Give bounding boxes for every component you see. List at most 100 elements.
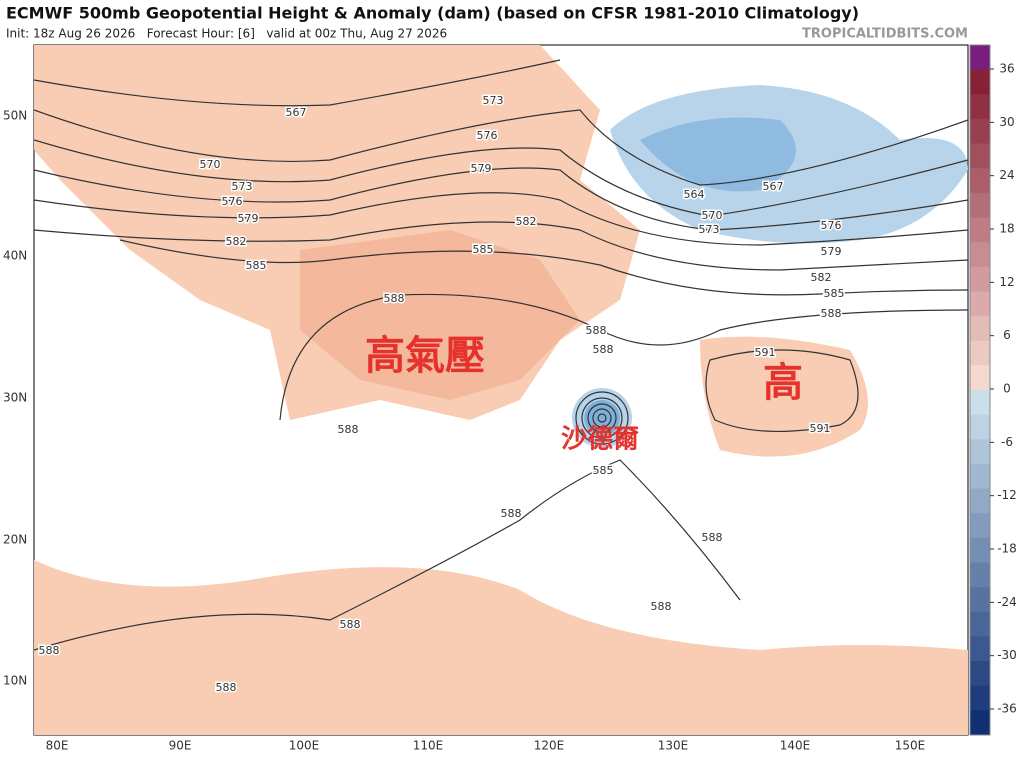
contour-label: 579 [238, 212, 259, 225]
contour-label: 585 [246, 259, 267, 272]
contour-label: 573 [483, 94, 504, 107]
colorbar-tick-label: 18 [999, 222, 1014, 236]
colorbar-segment [970, 390, 990, 416]
subtitle: Init: 18z Aug 26 2026 Forecast Hour: [6]… [6, 27, 447, 41]
annotation: 高氣壓 [365, 333, 485, 379]
colorbar-tick-label: -12 [997, 488, 1017, 502]
colorbar-segment [970, 636, 990, 662]
colorbar-frame [969, 44, 991, 736]
contour-label: 588 [821, 307, 842, 320]
colorbar-segment [970, 340, 990, 366]
colorbar-segment [970, 562, 990, 588]
contour-label: 579 [821, 245, 842, 258]
longitude-label: 110E [413, 739, 444, 753]
contour-label: 585 [593, 464, 614, 477]
longitude-label: 100E [289, 739, 320, 753]
contour-label: 585 [824, 287, 845, 300]
colorbar-segment [970, 611, 990, 637]
colorbar-tick-label: -18 [997, 542, 1017, 556]
colorbar-segment [970, 242, 990, 268]
colorbar-segment [970, 463, 990, 490]
positive-anomaly-core [300, 230, 580, 400]
colorbar-segment [970, 439, 990, 465]
colorbar: 36 30 24 18 12 6 0 -6 -12 -18 -24 -30 -36 [969, 44, 1017, 736]
colorbar-segment [970, 291, 990, 317]
colorbar-segment [970, 513, 990, 539]
contour-label: 588 [651, 600, 672, 613]
contour-label: 576 [222, 195, 243, 208]
contour-label: 564 [684, 188, 705, 201]
contour-label: 588 [586, 324, 607, 337]
colorbar-segment [970, 266, 990, 292]
colorbar-segment [970, 365, 990, 391]
colorbar-segment [970, 414, 990, 440]
contour-label: 588 [501, 507, 522, 520]
annotation: 沙德爾 [561, 425, 639, 455]
colorbar-segment [970, 685, 990, 711]
contour-label: 588 [593, 343, 614, 356]
latitude-label: 20N [3, 533, 27, 547]
colorbar-tick-label: 0 [1003, 382, 1011, 396]
positive-anomaly [34, 560, 968, 735]
colorbar-segment [970, 488, 990, 514]
colorbar-tick-label: -6 [1001, 435, 1013, 449]
contour-label: 588 [39, 644, 60, 657]
contour-label: 567 [286, 106, 307, 119]
latitude-label: 10N [3, 674, 27, 688]
title: ECMWF 500mb Geopotential Height & Anomal… [6, 4, 859, 23]
colorbar-tick-label: 6 [1003, 328, 1011, 342]
axes: 80E 90E 100E 110E 120E 130E 140E 150E 50N 40N 30N 2… [3, 109, 925, 753]
map: 567 570 573 576 579 582 585 573 576 579 … [33, 44, 969, 736]
contour-label: 579 [471, 162, 492, 175]
latitude-label: 30N [3, 391, 27, 405]
colorbar-segment [970, 661, 990, 687]
annotation: 高 [763, 360, 803, 406]
contour-label: 582 [516, 215, 537, 228]
colorbar-tick-label: 12 [999, 275, 1014, 289]
colorbar-segment [970, 168, 990, 194]
contour-label: 585 [473, 243, 494, 256]
contour-label: 582 [226, 235, 247, 248]
longitude-label: 140E [780, 739, 811, 753]
contour-label: 588 [384, 292, 405, 305]
colorbar-tick-label: -30 [997, 648, 1017, 662]
latitude-label: 40N [3, 249, 27, 263]
negative-anomaly-core [640, 117, 796, 192]
contours [34, 59, 968, 651]
colorbar-segment [970, 316, 990, 342]
colorbar-segment [970, 217, 990, 243]
contour-label: 570 [702, 209, 723, 222]
positive-anomaly [700, 336, 868, 457]
longitude-label: 90E [169, 739, 192, 753]
colorbar-segment [970, 192, 990, 218]
colorbar-segment [970, 94, 990, 120]
contour-label: 588 [340, 618, 361, 631]
contour-label: 576 [821, 219, 842, 232]
contour-label: 588 [702, 531, 723, 544]
contour-label: 588 [338, 423, 359, 436]
contour-label: 591 [810, 422, 831, 435]
colorbar-tick-label: 36 [999, 62, 1014, 76]
longitude-label: 120E [534, 739, 565, 753]
contour-label: 582 [811, 271, 832, 284]
colorbar-segment [970, 45, 990, 71]
contour-label: 576 [477, 129, 498, 142]
contour-label: 573 [232, 180, 253, 193]
latitude-label: 50N [3, 109, 27, 123]
colorbar-segment [970, 587, 990, 613]
colorbar-segment [970, 143, 990, 169]
colorbar-segment [970, 537, 990, 563]
longitude-label: 80E [46, 739, 69, 753]
longitude-label: 150E [895, 739, 926, 753]
contour-label: 588 [216, 681, 237, 694]
colorbar-tick-label: -36 [997, 702, 1017, 716]
colorbar-segment [970, 69, 990, 95]
contour-label: 591 [755, 346, 776, 359]
credit: TROPICALTIDBITS.COM [802, 27, 968, 42]
colorbar-segment [970, 710, 990, 736]
contour-label: 573 [699, 223, 720, 236]
colorbar-tick-label: 24 [999, 168, 1014, 182]
typhoon-anomaly [584, 400, 620, 436]
colorbar-tick-label: -24 [997, 595, 1017, 609]
